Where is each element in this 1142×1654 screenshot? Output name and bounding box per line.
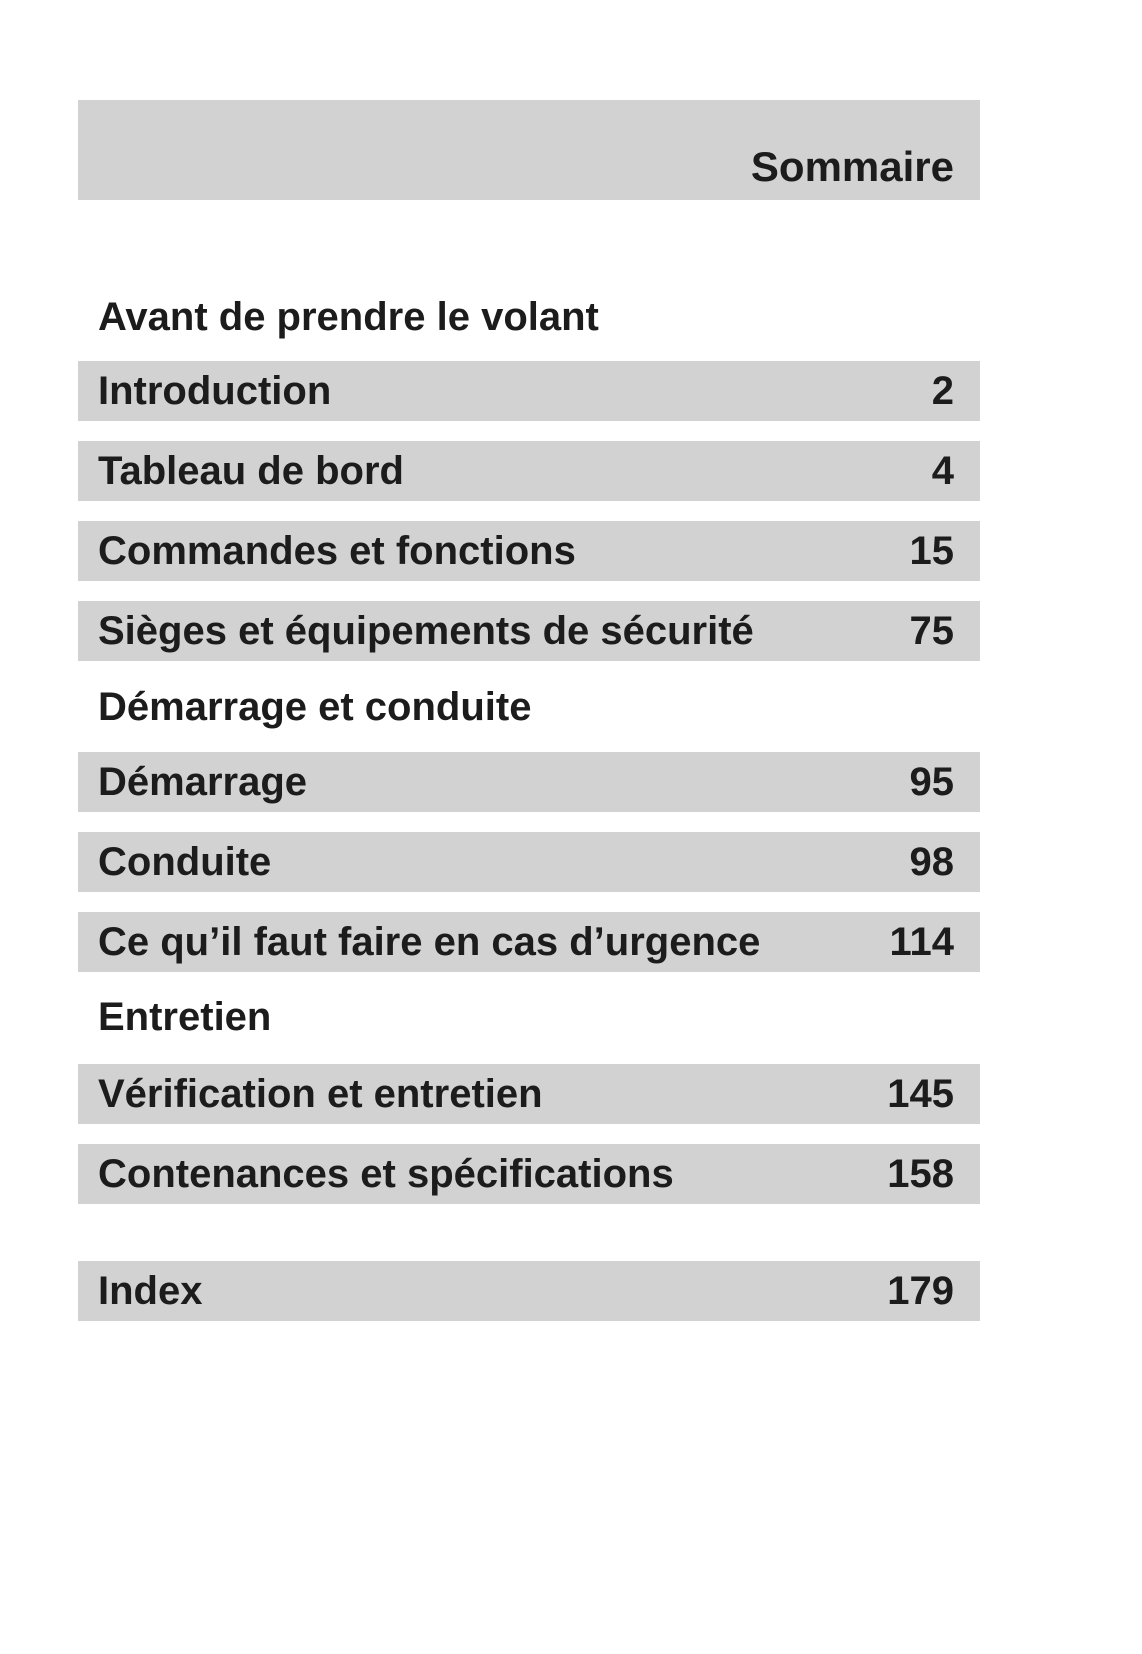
toc-entry-page: 158 — [887, 1151, 954, 1196]
toc-entry[interactable]: Introduction 2 — [78, 361, 980, 421]
group-heading: Avant de prendre le volant — [98, 295, 599, 339]
toc-entry-page: 179 — [887, 1268, 954, 1313]
toc-group-index: Index 179 — [78, 1261, 980, 1321]
toc-group-demarrage: Démarrage et conduite Démarrage 95 Condu… — [78, 684, 980, 972]
toc-entry-page: 2 — [931, 368, 954, 413]
toc-entry-label: Vérification et entretien — [98, 1071, 543, 1116]
toc-entry-page: 114 — [889, 919, 954, 964]
toc-entry-page: 95 — [909, 759, 955, 804]
group-heading: Démarrage et conduite — [98, 685, 532, 729]
toc-entry-label: Commandes et fonctions — [98, 528, 576, 573]
table-of-contents: Avant de prendre le volant Introduction … — [78, 200, 980, 1341]
toc-entry-label: Démarrage — [98, 759, 308, 804]
toc-entry[interactable]: Commandes et fonctions 15 — [78, 521, 980, 581]
toc-entry-page: 4 — [931, 448, 954, 493]
toc-entry[interactable]: Tableau de bord 4 — [78, 441, 980, 501]
group-heading: Entretien — [98, 995, 272, 1039]
toc-entry[interactable]: Ce qu’il faut faire en cas d’urgence 114 — [78, 912, 980, 972]
page-title: Sommaire — [750, 143, 954, 190]
toc-entry[interactable]: Conduite 98 — [78, 832, 980, 892]
toc-entry-page: 75 — [909, 608, 955, 653]
toc-entry-label: Introduction — [98, 368, 332, 413]
toc-entry[interactable]: Sièges et équipements de sécurité 75 — [78, 601, 980, 661]
toc-entry-page: 145 — [887, 1071, 954, 1116]
toc-group-entretien: Entretien Vérification et entretien 145 … — [78, 994, 980, 1204]
toc-entry-label: Conduite — [98, 839, 272, 884]
toc-entry[interactable]: Vérification et entretien 145 — [78, 1064, 980, 1124]
toc-entry-label: Index — [98, 1268, 203, 1313]
header-bar: Sommaire — [78, 100, 980, 200]
toc-entry[interactable]: Démarrage 95 — [78, 752, 980, 812]
toc-group-avant: Avant de prendre le volant Introduction … — [78, 294, 980, 661]
toc-entry-label: Tableau de bord — [98, 448, 404, 493]
toc-entry-label: Sièges et équipements de sécurité — [98, 608, 754, 653]
toc-entry-page: 98 — [909, 839, 955, 884]
toc-entry-page: 15 — [909, 528, 955, 573]
toc-entry[interactable]: Index 179 — [78, 1261, 980, 1321]
toc-entry-label: Contenances et spécifications — [98, 1151, 674, 1196]
toc-entry-label: Ce qu’il faut faire en cas d’urgence — [98, 919, 761, 964]
toc-entry[interactable]: Contenances et spécifications 158 — [78, 1144, 980, 1204]
